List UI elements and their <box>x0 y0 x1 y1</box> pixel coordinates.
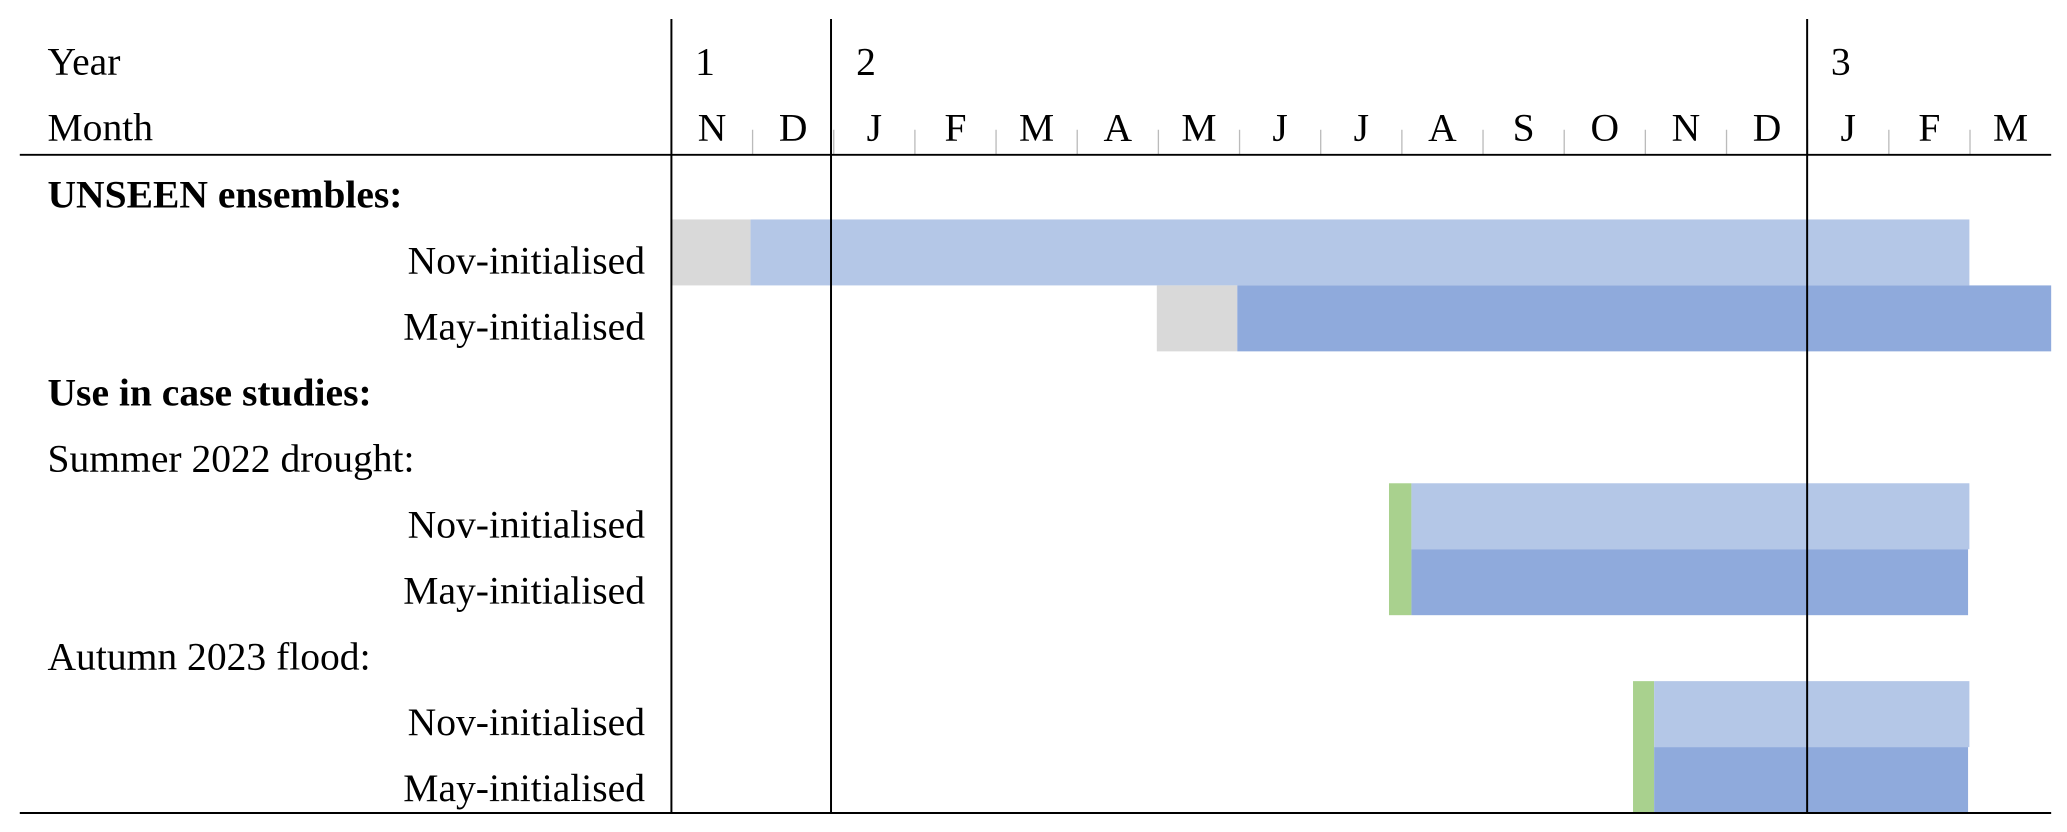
year: 2 <box>856 39 876 83</box>
month: A <box>1104 105 1133 149</box>
month: N <box>1672 105 1701 149</box>
may-bar <box>1237 285 2052 352</box>
month: D <box>779 105 808 149</box>
month: M <box>1019 105 1054 149</box>
month: D <box>1753 105 1782 149</box>
month-label: Month <box>47 105 153 149</box>
row-label: May-initialised <box>403 568 645 612</box>
nov-bar <box>1411 483 1970 550</box>
row-label: May-initialised <box>403 766 645 810</box>
case-label: Summer 2022 drought: <box>47 436 414 480</box>
row-label: Nov-initialised <box>408 239 646 283</box>
year: 3 <box>1831 39 1851 83</box>
month: O <box>1590 105 1619 149</box>
section-heading: UNSEEN ensembles: <box>47 173 402 217</box>
month: A <box>1428 105 1457 149</box>
bars <box>671 219 2052 814</box>
month: J <box>1841 105 1856 149</box>
section-heading: Use in case studies: <box>47 370 371 414</box>
event-marker <box>1388 483 1412 616</box>
spin-up-bar <box>671 219 751 286</box>
row-label: May-initialised <box>403 304 645 348</box>
case-label: Autumn 2023 flood: <box>47 634 370 678</box>
month: J <box>1354 105 1369 149</box>
spin-up-bar <box>1156 285 1238 352</box>
month: M <box>1181 105 1216 149</box>
row-label: Nov-initialised <box>408 502 646 546</box>
nov-bar <box>1654 681 1970 748</box>
nov-bar <box>750 219 1970 286</box>
rules <box>19 18 2052 815</box>
year: 1 <box>695 39 715 83</box>
month: S <box>1513 105 1535 149</box>
month: J <box>867 105 882 149</box>
event-marker <box>1633 681 1655 814</box>
may-bar <box>1654 747 1969 814</box>
month: F <box>1918 105 1940 149</box>
month: N <box>698 105 727 149</box>
month: F <box>944 105 966 149</box>
month: M <box>1993 105 2028 149</box>
may-bar <box>1411 549 1969 616</box>
year-label: Year <box>47 39 120 83</box>
month: J <box>1272 105 1287 149</box>
row-label: Nov-initialised <box>408 700 646 744</box>
